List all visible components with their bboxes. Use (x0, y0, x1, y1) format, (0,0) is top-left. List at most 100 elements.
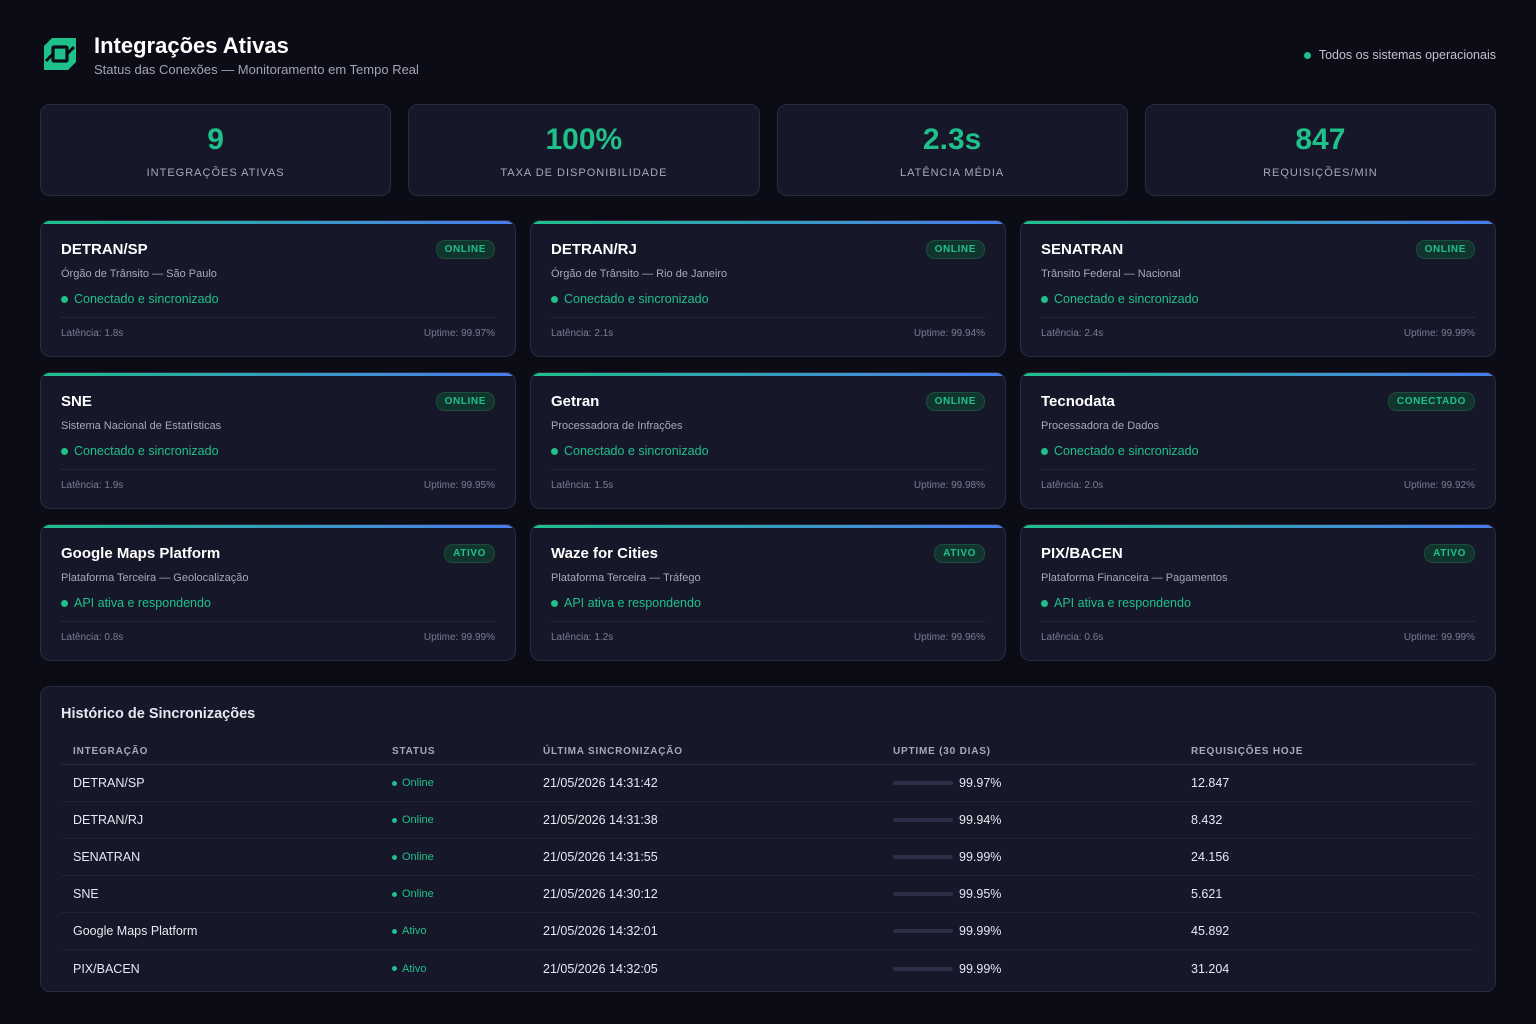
card-status-text: Conectado e sincronizado (564, 444, 709, 458)
cell-last-sync: 21/05/2026 14:32:01 (543, 924, 658, 938)
integration-card-waze[interactable]: Waze for Cities ATIVO Plataforma Terceir… (530, 524, 1006, 661)
card-description: Plataforma Financeira — Pagamentos (1041, 572, 1228, 584)
integration-cards: DETRAN/SP ONLINE Órgão de Trânsito — São… (40, 220, 1496, 661)
uptime-cell: 99.99% (893, 924, 1191, 938)
card-uptime: Uptime: 99.99% (1403, 328, 1475, 339)
card-name: SENATRAN (1041, 241, 1124, 258)
card-status-text: Conectado e sincronizado (1054, 444, 1199, 458)
card-latency: Latência: 0.8s (61, 632, 124, 643)
cell-integration: PIX/BACEN (73, 961, 140, 976)
kpi-active-integrations: 9 Integrações Ativas (40, 104, 392, 196)
uptime-bar (893, 781, 953, 785)
integration-card-sne[interactable]: SNE ONLINE Sistema Nacional de Estatísti… (40, 372, 516, 509)
status-dot-icon (392, 854, 397, 860)
card-description: Órgão de Trânsito — Rio de Janeiro (551, 268, 728, 280)
integration-card-detran-rj[interactable]: DETRAN/RJ ONLINE Órgão de Trânsito — Rio… (530, 220, 1006, 357)
kpi-label: Integrações Ativas (146, 167, 285, 179)
card-name: PIX/BACEN (1041, 545, 1123, 562)
cell-requests: 12.847 (1191, 776, 1230, 790)
card-accent-bar (531, 525, 1005, 528)
kpi-label: Taxa de Disponibilidade (500, 167, 668, 179)
uptime-value: 99.95% (959, 887, 1002, 901)
card-latency: Latência: 1.5s (551, 480, 614, 491)
card-latency: Latência: 2.1s (551, 328, 614, 339)
card-uptime: Uptime: 99.99% (423, 632, 495, 643)
uptime-bar-fill (893, 892, 953, 896)
card-latency: Latência: 1.2s (551, 632, 614, 643)
cell-requests: 45.892 (1191, 924, 1230, 938)
column-header[interactable]: Status (392, 746, 436, 757)
status-dot-icon (61, 599, 68, 607)
uptime-bar (893, 966, 953, 971)
status-text: Online (402, 814, 434, 826)
status-badge: ATIVO (934, 544, 985, 563)
card-description: Processadora de Infrações (551, 420, 683, 432)
cell-last-sync: 21/05/2026 14:31:55 (543, 850, 658, 864)
uptime-bar (893, 818, 953, 822)
cell-last-sync: 21/05/2026 14:32:05 (543, 961, 658, 976)
status-text: Online (402, 888, 434, 900)
system-status: Todos os sistemas operacionais (1303, 48, 1496, 62)
integration-card-senatran[interactable]: SENATRAN ONLINE Trânsito Federal — Nacio… (1020, 220, 1496, 357)
integration-card-pix-bacen[interactable]: PIX/BACEN ATIVO Plataforma Financeira — … (1020, 524, 1496, 661)
card-status: Conectado e sincronizado (61, 292, 219, 306)
uptime-cell: 99.99% (893, 850, 1191, 864)
integration-card-google-maps[interactable]: Google Maps Platform ATIVO Plataforma Te… (40, 524, 516, 661)
table-row[interactable]: DETRAN/SP Online 21/05/2026 14:31:42 99.… (61, 765, 1475, 802)
uptime-cell: 99.97% (893, 776, 1191, 790)
status-badge: ONLINE (925, 392, 985, 411)
integration-card-detran-sp[interactable]: DETRAN/SP ONLINE Órgão de Trânsito — São… (40, 220, 516, 357)
kpi-row: 9 Integrações Ativas 100% Taxa de Dispon… (40, 104, 1496, 196)
status-text: Ativo (402, 962, 427, 975)
card-status: Conectado e sincronizado (61, 444, 219, 458)
table-row[interactable]: SENATRAN Online 21/05/2026 14:31:55 99.9… (61, 839, 1475, 876)
status-badge: CONECTADO (1387, 392, 1475, 411)
column-header[interactable]: Uptime (30 dias) (893, 746, 991, 757)
status-dot-icon (1041, 599, 1048, 607)
uptime-value: 99.99% (959, 850, 1002, 864)
integration-card-tecnodata[interactable]: Tecnodata CONECTADO Processadora de Dado… (1020, 372, 1496, 509)
status-text: Ativo (402, 925, 427, 937)
cell-integration: SENATRAN (73, 850, 141, 864)
status-badge: ATIVO (444, 544, 495, 563)
uptime-cell: 99.95% (893, 887, 1191, 901)
sync-history-table: Integração Status Última Sincronização U… (61, 739, 1475, 987)
table-row[interactable]: SNE Online 21/05/2026 14:30:12 99.95% 5.… (61, 876, 1475, 913)
divider (61, 621, 495, 622)
status-cell: Online (392, 814, 543, 826)
uptime-bar-fill (893, 966, 953, 971)
system-status-text: Todos os sistemas operacionais (1318, 48, 1496, 62)
card-status: API ativa e respondendo (551, 596, 701, 610)
table-row[interactable]: DETRAN/RJ Online 21/05/2026 14:31:38 99.… (61, 802, 1475, 839)
column-header[interactable]: Integração (73, 746, 149, 757)
card-status-text: Conectado e sincronizado (1054, 292, 1199, 306)
card-name: Getran (551, 393, 600, 410)
card-uptime: Uptime: 99.96% (913, 632, 985, 643)
status-badge: ONLINE (925, 240, 985, 259)
column-header[interactable]: Requisições Hoje (1191, 746, 1304, 757)
cell-requests: 5.621 (1191, 887, 1223, 901)
uptime-bar-fill (893, 855, 953, 859)
card-description: Trânsito Federal — Nacional (1041, 268, 1181, 280)
table-row[interactable]: Google Maps Platform Ativo 21/05/2026 14… (61, 913, 1475, 950)
uptime-value: 99.99% (959, 924, 1002, 938)
status-dot-icon (61, 447, 68, 455)
column-header[interactable]: Última Sincronização (543, 746, 683, 757)
section-title: Histórico de Sincronizações (61, 706, 256, 722)
kpi-avg-latency: 2.3s Latência Média (776, 104, 1128, 196)
uptime-value: 99.94% (959, 813, 1002, 827)
card-name: Tecnodata (1041, 393, 1115, 410)
status-dot-icon (551, 295, 558, 303)
uptime-bar (893, 929, 953, 933)
divider (551, 621, 985, 622)
table-row[interactable]: PIX/BACEN Ativo 21/05/2026 14:32:05 99.9… (61, 950, 1475, 987)
card-description: Processadora de Dados (1041, 420, 1160, 432)
divider (1041, 469, 1475, 470)
card-accent-bar (1021, 525, 1495, 528)
card-latency: Latência: 1.8s (61, 328, 124, 339)
uptime-value: 99.97% (959, 776, 1002, 790)
status-dot-icon (1303, 51, 1311, 59)
uptime-cell: 99.94% (893, 813, 1191, 827)
integration-card-getran[interactable]: Getran ONLINE Processadora de Infrações … (530, 372, 1006, 509)
cell-requests: 31.204 (1191, 961, 1230, 976)
